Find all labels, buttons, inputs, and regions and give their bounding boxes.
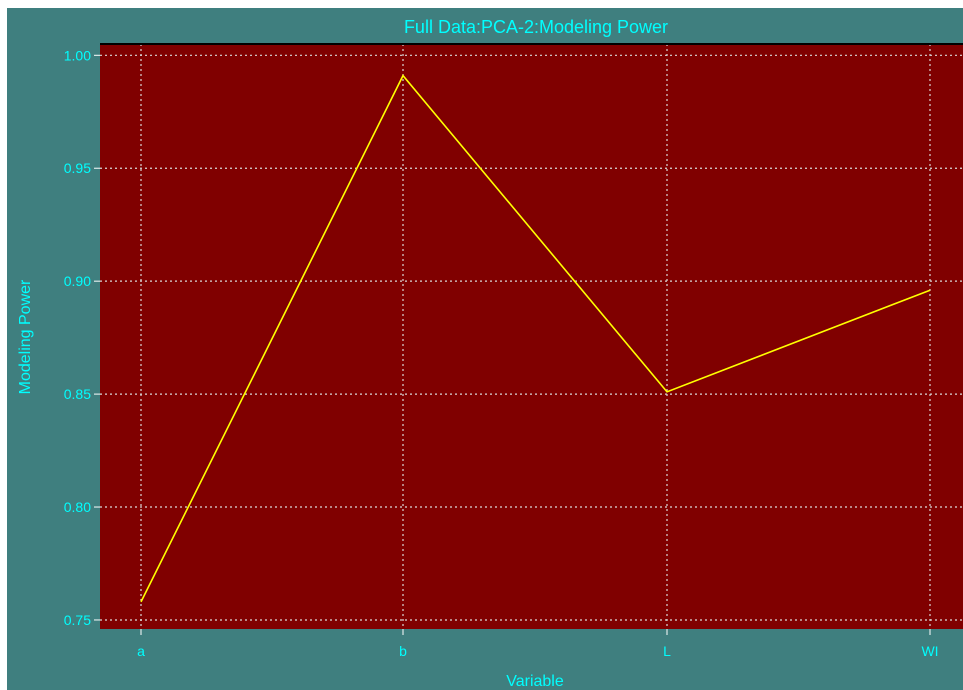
plot-area bbox=[100, 44, 963, 629]
y-tick-label: 0.75 bbox=[64, 612, 91, 628]
x-tick-label: a bbox=[137, 643, 145, 659]
grid bbox=[100, 44, 963, 629]
y-tick-label: 0.80 bbox=[64, 499, 91, 515]
y-tick-label: 0.85 bbox=[64, 386, 91, 402]
chart-title: Full Data:PCA-2:Modeling Power bbox=[404, 17, 668, 37]
axes: 0.75 0.80 0.85 0.90 0.95 1.00 a b L WI bbox=[64, 43, 963, 659]
x-axis-title: Variable bbox=[506, 673, 564, 690]
x-tick-label: WI bbox=[921, 643, 938, 659]
series-line bbox=[140, 74, 931, 603]
y-axis-title: Modeling Power bbox=[17, 279, 34, 394]
x-tick-label: L bbox=[663, 643, 671, 659]
series-layer bbox=[140, 74, 931, 603]
y-tick-label: 1.00 bbox=[64, 47, 91, 63]
x-tick-label: b bbox=[399, 643, 407, 659]
y-tick-label: 0.95 bbox=[64, 160, 91, 176]
y-tick-label: 0.90 bbox=[64, 273, 91, 289]
